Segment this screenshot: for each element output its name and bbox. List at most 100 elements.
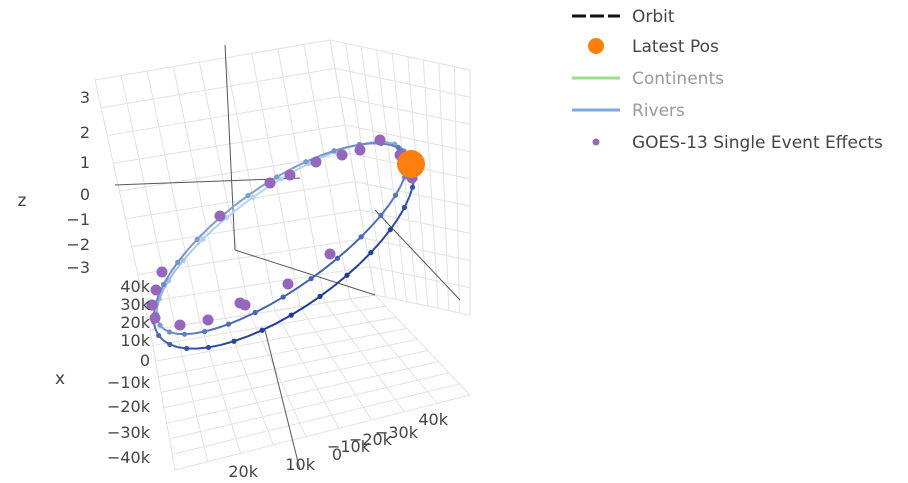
grid-line bbox=[349, 298, 438, 404]
event-marker[interactable] bbox=[336, 149, 348, 161]
orbit-point bbox=[167, 341, 173, 348]
grid-line bbox=[143, 266, 371, 303]
orbit-point bbox=[180, 257, 186, 264]
grid-line bbox=[169, 372, 450, 440]
orbit-point bbox=[368, 250, 374, 256]
grid-layer bbox=[94, 39, 471, 471]
legend-item[interactable]: Latest Pos bbox=[588, 37, 719, 57]
event-markers bbox=[146, 134, 425, 331]
orbit-trace bbox=[151, 139, 417, 352]
orbit-point bbox=[288, 312, 294, 318]
latest-position-marker[interactable] bbox=[397, 150, 425, 178]
orbit-segment bbox=[358, 251, 372, 265]
tick-labels: 3210−1−2−3z40k30k20k10k0−10k−20k−30k−40k… bbox=[18, 88, 449, 481]
event-marker[interactable] bbox=[354, 144, 366, 156]
orbit-point bbox=[344, 272, 350, 278]
x-tick-label: 40k bbox=[120, 277, 150, 296]
y-tick-label: 40k bbox=[418, 410, 448, 429]
orbit-point bbox=[194, 236, 200, 242]
grid-line bbox=[158, 327, 407, 378]
event-marker[interactable] bbox=[156, 266, 168, 278]
orbit-segment bbox=[305, 295, 321, 307]
event-marker[interactable] bbox=[282, 278, 294, 290]
orbit-segment bbox=[202, 227, 215, 240]
orbit-point bbox=[202, 328, 208, 335]
orbit-segment bbox=[213, 216, 228, 230]
event-marker[interactable] bbox=[174, 319, 186, 331]
grid-line bbox=[438, 63, 450, 311]
grid-line bbox=[149, 329, 176, 471]
event-marker[interactable] bbox=[202, 314, 214, 326]
grid-line bbox=[339, 96, 471, 125]
orbit-segment bbox=[294, 162, 310, 172]
x-axis-title: x bbox=[55, 369, 65, 389]
orbit-segment bbox=[238, 196, 254, 209]
grid-line bbox=[277, 48, 326, 303]
grid-line bbox=[174, 325, 209, 462]
legend-item[interactable]: Orbit bbox=[572, 7, 675, 27]
y-tick-label: −30k bbox=[375, 423, 419, 442]
orbit-point bbox=[358, 234, 364, 240]
grid-line bbox=[369, 266, 471, 289]
event-marker[interactable] bbox=[264, 177, 276, 189]
x-tick-label: −30k bbox=[107, 423, 151, 442]
orbit-segment bbox=[323, 257, 339, 270]
orbit-segment bbox=[333, 274, 348, 287]
grid-line bbox=[94, 39, 331, 81]
orbit-point bbox=[378, 212, 384, 219]
z-tick-label: −1 bbox=[66, 210, 90, 229]
orbit-segment bbox=[319, 285, 335, 298]
event-marker[interactable] bbox=[150, 284, 162, 296]
grid-line bbox=[146, 71, 201, 323]
y-tick-label: 0 bbox=[332, 445, 342, 464]
x-tick-label: −40k bbox=[107, 448, 151, 467]
orbit-point bbox=[156, 332, 162, 339]
orbit-segment bbox=[290, 305, 307, 316]
grid-line bbox=[329, 39, 471, 71]
legend-item[interactable]: Rivers bbox=[572, 101, 685, 121]
legend-item[interactable]: Continents bbox=[572, 69, 724, 89]
event-marker[interactable] bbox=[146, 299, 158, 311]
x-tick-label: −20k bbox=[107, 397, 151, 416]
orbit-point bbox=[205, 344, 212, 351]
orbit-point bbox=[245, 192, 251, 199]
event-marker[interactable] bbox=[284, 169, 296, 181]
orbit-point bbox=[392, 192, 399, 198]
event-marker[interactable] bbox=[324, 248, 336, 260]
event-marker[interactable] bbox=[374, 134, 386, 146]
orbit-point bbox=[231, 338, 237, 344]
z-tick-label: 0 bbox=[80, 185, 90, 204]
grid-line bbox=[344, 124, 471, 153]
y-tick-label: −10k bbox=[327, 437, 371, 456]
axis-line bbox=[234, 249, 376, 296]
orbit-point bbox=[225, 321, 232, 327]
event-marker[interactable] bbox=[149, 312, 161, 324]
grid-line bbox=[94, 79, 151, 331]
grid-line bbox=[161, 338, 418, 393]
grid-line bbox=[101, 67, 336, 109]
legend[interactable]: Orbit Latest Pos Continents Rivers GOES-13 S… bbox=[572, 7, 883, 153]
legend-item[interactable]: GOES-13 Single Event Effects bbox=[592, 133, 883, 153]
event-marker[interactable] bbox=[239, 299, 251, 311]
orbit-point bbox=[184, 345, 190, 352]
event-marker[interactable] bbox=[310, 156, 322, 168]
grid-line bbox=[172, 66, 226, 319]
orbit-point bbox=[387, 227, 393, 233]
orbit-segment bbox=[336, 246, 351, 260]
grid-line bbox=[199, 322, 242, 454]
legend-symbol-icon bbox=[588, 38, 604, 54]
grid-line bbox=[172, 383, 460, 455]
orbit-segment bbox=[261, 322, 278, 332]
grid-line bbox=[374, 294, 471, 396]
grid-line bbox=[166, 361, 439, 424]
grid-line bbox=[329, 39, 376, 296]
orbit-segment bbox=[252, 186, 268, 199]
grid-line bbox=[360, 46, 397, 300]
y-tick-label: 10k bbox=[285, 455, 315, 474]
grid-line bbox=[107, 96, 341, 137]
event-marker[interactable] bbox=[214, 210, 226, 222]
grid-line bbox=[345, 43, 387, 298]
x-tick-label: 20k bbox=[120, 313, 150, 332]
z-axis-title: z bbox=[18, 191, 27, 211]
